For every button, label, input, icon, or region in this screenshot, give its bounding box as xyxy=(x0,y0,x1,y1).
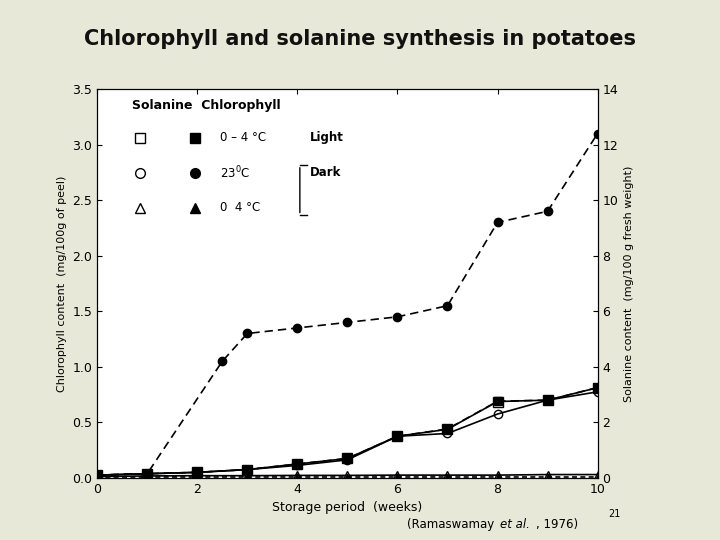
Text: Dark: Dark xyxy=(310,166,341,179)
Text: et al.: et al. xyxy=(500,518,530,531)
Text: 0  4 °C: 0 4 °C xyxy=(220,201,260,214)
Text: Solanine  Chlorophyll: Solanine Chlorophyll xyxy=(132,99,281,112)
Text: Chlorophyll and solanine synthesis in potatoes: Chlorophyll and solanine synthesis in po… xyxy=(84,29,636,49)
Text: 0 – 4 °C: 0 – 4 °C xyxy=(220,131,266,144)
Y-axis label: Chlorophyll content  (mg/100g of peel): Chlorophyll content (mg/100g of peel) xyxy=(57,176,67,392)
Text: , 1976): , 1976) xyxy=(536,518,579,531)
Text: (Ramaswamay: (Ramaswamay xyxy=(407,518,498,531)
X-axis label: Storage period  (weeks): Storage period (weeks) xyxy=(272,501,423,514)
Text: Light: Light xyxy=(310,131,343,144)
Text: 21: 21 xyxy=(608,509,621,519)
Y-axis label: Solanine content  (mg/100 g fresh weight): Solanine content (mg/100 g fresh weight) xyxy=(624,165,634,402)
Text: 23$^{0}$C: 23$^{0}$C xyxy=(220,164,250,181)
